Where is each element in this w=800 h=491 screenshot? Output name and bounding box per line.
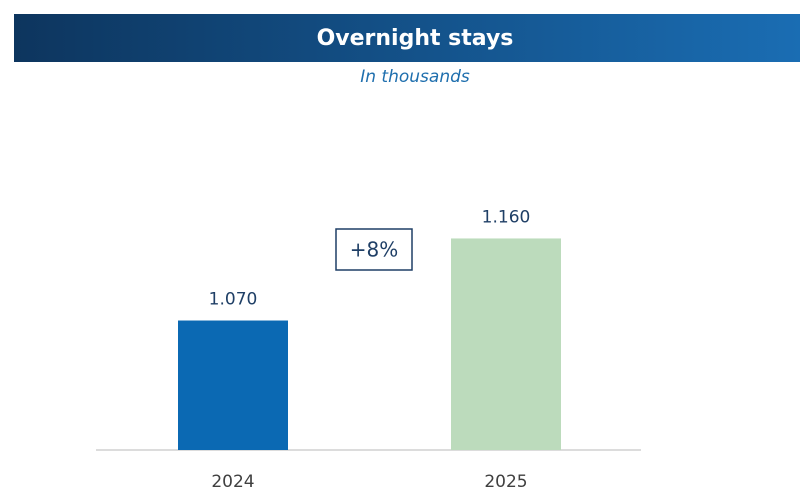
annotation-box bbox=[335, 228, 413, 271]
x-tick-label: 2025 bbox=[484, 472, 527, 491]
x-tick-label: 2024 bbox=[211, 472, 254, 491]
chart-subtitle: In thousands bbox=[360, 67, 470, 87]
header-band bbox=[14, 14, 800, 62]
value-label: 1.070 bbox=[209, 290, 258, 310]
value-label: 1.160 bbox=[482, 207, 531, 227]
bar bbox=[451, 238, 561, 450]
annotation: +8% bbox=[350, 238, 399, 262]
bar bbox=[178, 320, 288, 450]
chart-title: Overnight stays bbox=[317, 26, 514, 51]
